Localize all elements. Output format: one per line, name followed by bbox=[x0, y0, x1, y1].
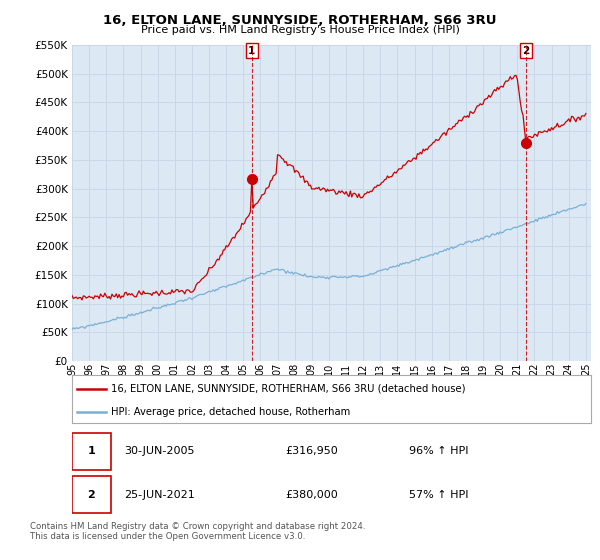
Text: 25-JUN-2021: 25-JUN-2021 bbox=[124, 490, 194, 500]
Text: 57% ↑ HPI: 57% ↑ HPI bbox=[409, 490, 469, 500]
Text: £316,950: £316,950 bbox=[285, 446, 338, 456]
FancyBboxPatch shape bbox=[72, 477, 111, 514]
Text: 1: 1 bbox=[248, 45, 256, 55]
Text: 30-JUN-2005: 30-JUN-2005 bbox=[124, 446, 194, 456]
Text: 96% ↑ HPI: 96% ↑ HPI bbox=[409, 446, 469, 456]
Text: 1: 1 bbox=[88, 446, 95, 456]
FancyBboxPatch shape bbox=[72, 433, 111, 470]
Text: 16, ELTON LANE, SUNNYSIDE, ROTHERHAM, S66 3RU (detached house): 16, ELTON LANE, SUNNYSIDE, ROTHERHAM, S6… bbox=[111, 384, 466, 394]
Text: 2: 2 bbox=[88, 490, 95, 500]
Text: Contains HM Land Registry data © Crown copyright and database right 2024.
This d: Contains HM Land Registry data © Crown c… bbox=[30, 522, 365, 542]
Text: Price paid vs. HM Land Registry's House Price Index (HPI): Price paid vs. HM Land Registry's House … bbox=[140, 25, 460, 35]
Text: 16, ELTON LANE, SUNNYSIDE, ROTHERHAM, S66 3RU: 16, ELTON LANE, SUNNYSIDE, ROTHERHAM, S6… bbox=[103, 14, 497, 27]
Text: HPI: Average price, detached house, Rotherham: HPI: Average price, detached house, Roth… bbox=[111, 407, 350, 417]
Text: 2: 2 bbox=[522, 45, 530, 55]
Text: £380,000: £380,000 bbox=[285, 490, 338, 500]
